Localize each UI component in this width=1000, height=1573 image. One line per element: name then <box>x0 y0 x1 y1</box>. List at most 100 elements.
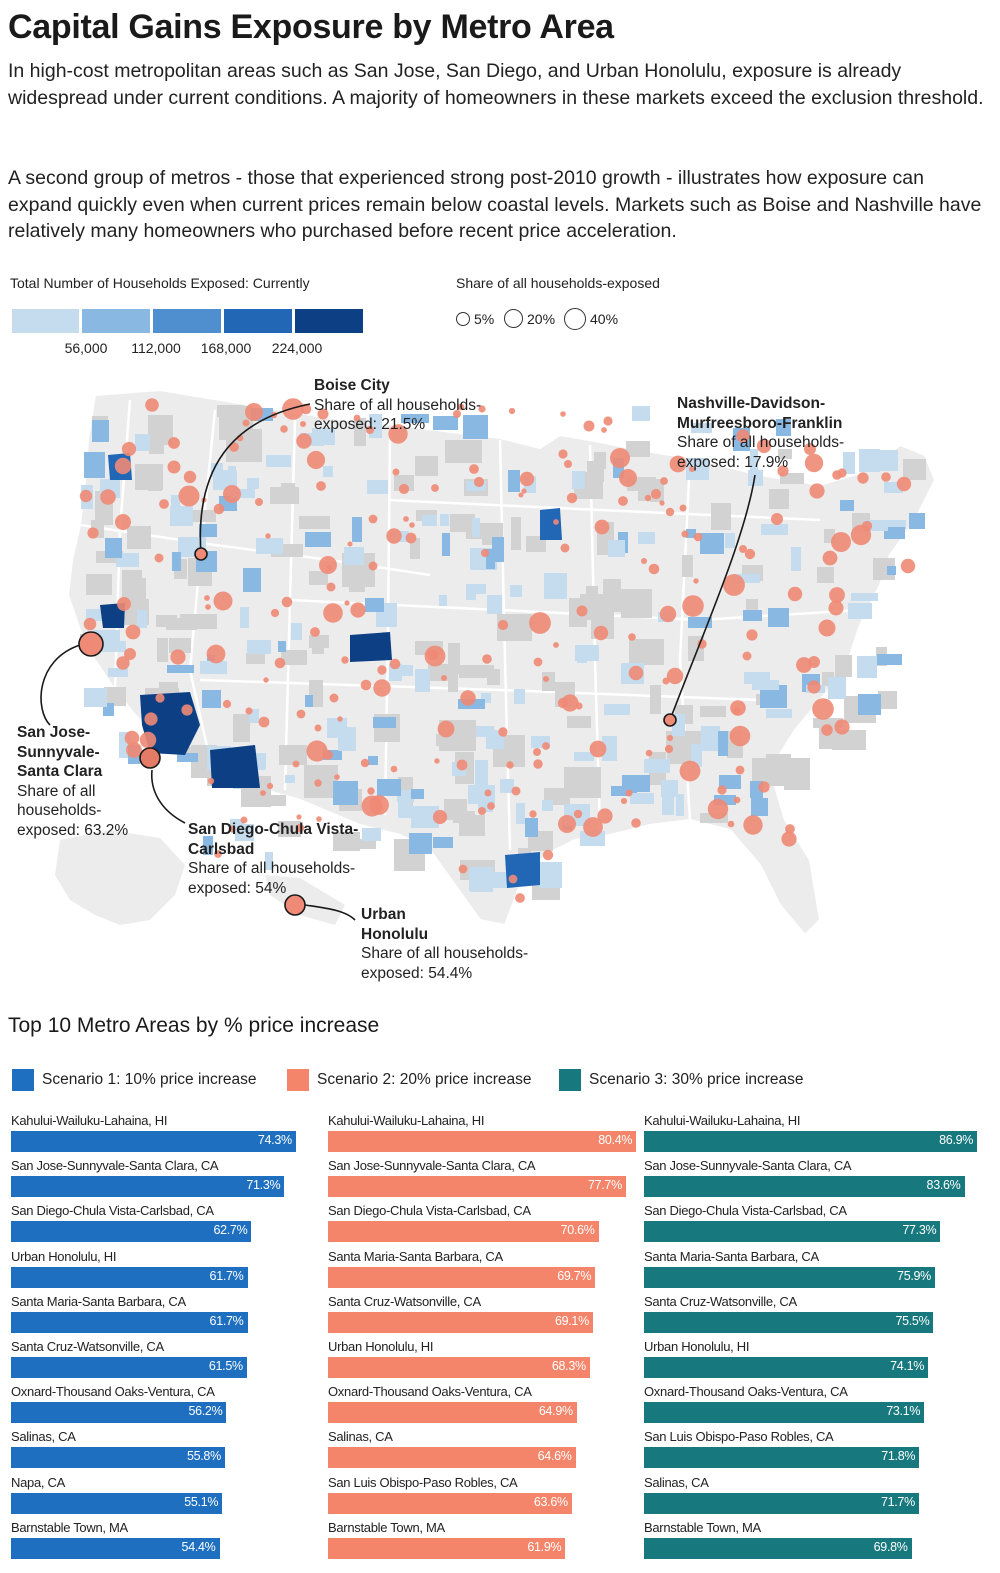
bar-value-label: 61.7% <box>209 1268 244 1283</box>
bar-chart-scenario-1: Kahului-Wailuku-Lahaina, HI 74.3% San Jose… <box>8 1113 353 1565</box>
bar-category-label: Santa Maria-Santa Barbara, CA <box>11 1293 186 1309</box>
metro-bubble <box>167 460 181 474</box>
bar-row: Napa, CA 55.1% <box>8 1475 353 1520</box>
county-patch <box>415 669 430 692</box>
marker-nashville <box>663 713 677 727</box>
bar: 54.4% <box>11 1537 220 1559</box>
county-patch <box>878 691 897 709</box>
bar: 71.7% <box>644 1492 919 1514</box>
metro-bubble <box>207 777 215 785</box>
county-patch <box>725 533 735 548</box>
county-patch <box>203 836 213 855</box>
county-patch <box>851 593 878 601</box>
metro-bubble <box>666 667 684 685</box>
county-patch <box>362 828 381 841</box>
metro-bubble <box>744 548 756 560</box>
metro-bubble <box>296 814 302 820</box>
metro-bubble <box>736 429 750 443</box>
metro-bubble <box>255 498 263 506</box>
bar-value-label: 55.8% <box>186 1449 221 1464</box>
metro-bubble <box>735 765 745 775</box>
bar-row: Urban Honolulu, HI 68.3% <box>325 1339 670 1384</box>
metro-bubble <box>583 817 603 837</box>
marker-honolulu <box>284 894 306 916</box>
bar-value-label: 77.3% <box>902 1223 937 1238</box>
metro-bubble <box>296 433 312 449</box>
county-patch <box>281 483 295 497</box>
county-patch <box>102 641 126 652</box>
county-patch <box>466 523 498 539</box>
county-patch <box>700 706 726 717</box>
metro-bubble <box>139 731 157 749</box>
county-patch <box>508 470 520 492</box>
metro-bubble <box>213 503 225 515</box>
metro-bubble <box>821 724 833 736</box>
legend-scenario-3: Scenario 3: 30% price increase <box>559 1069 804 1091</box>
metro-region-sf <box>100 603 125 628</box>
metro-bubble <box>529 612 551 634</box>
county-patch <box>701 726 720 751</box>
metro-bubble <box>730 700 746 716</box>
metro-region-phoenix <box>210 745 260 788</box>
annotation-leaders <box>40 403 756 921</box>
bar-value-label: 73.1% <box>886 1404 921 1419</box>
county-patch <box>761 524 788 535</box>
county-patch <box>309 571 328 585</box>
county-patch <box>285 775 295 783</box>
county-patch <box>848 603 872 619</box>
metro-bubble <box>561 694 579 712</box>
county-patch <box>199 524 217 537</box>
bar: 61.5% <box>11 1356 247 1378</box>
metro-bubble <box>115 514 131 530</box>
metro-bubble <box>365 425 375 435</box>
metro-bubble <box>168 437 180 449</box>
county-patch <box>586 586 598 599</box>
metro-bubble <box>245 707 253 715</box>
county-patch <box>711 503 731 530</box>
legend-label: Scenario 1: 10% price increase <box>42 1071 257 1088</box>
bar: 75.5% <box>644 1311 934 1333</box>
metro-bubble <box>360 679 372 691</box>
metro-bubble <box>229 442 239 452</box>
county-patch <box>84 688 107 707</box>
metro-bubble <box>323 603 343 623</box>
metro-bubble <box>427 649 439 661</box>
county-patch <box>411 789 424 799</box>
metro-bubble <box>804 443 816 455</box>
metro-bubble <box>460 690 476 706</box>
county-patch <box>211 463 223 477</box>
metro-bubble <box>478 405 486 413</box>
metro-bubble <box>645 749 653 757</box>
legend-swatch <box>559 1069 581 1091</box>
metro-bubble <box>601 427 607 433</box>
metro-bubble <box>576 605 588 617</box>
color-scale-step-3 <box>153 309 221 333</box>
county-patch <box>682 555 693 577</box>
metro-bubble <box>758 781 770 793</box>
bar: 68.3% <box>328 1356 590 1378</box>
county-patch <box>249 709 259 723</box>
color-scale-step-5 <box>295 309 363 333</box>
county-patch <box>339 839 376 849</box>
bar-row: Salinas, CA 55.8% <box>8 1429 353 1474</box>
metro-bubble <box>310 627 320 637</box>
metro-region-minneapolis <box>540 508 562 540</box>
county-patch <box>401 414 429 423</box>
metro-bubble <box>508 874 518 884</box>
county-patch <box>240 607 249 628</box>
bar: 74.3% <box>11 1131 296 1152</box>
metro-bubble <box>533 657 543 667</box>
county-patch <box>373 717 396 728</box>
county-fill-blue <box>81 406 925 892</box>
county-patch <box>472 518 480 537</box>
metro-bubble <box>360 758 370 768</box>
annotation-name: Urban Honolulu <box>361 906 429 943</box>
metro-bubble <box>785 824 795 834</box>
metro-bubble <box>456 759 468 771</box>
metro-bubble <box>170 649 186 665</box>
legend-scenario-1: Scenario 1: 10% price increase <box>12 1069 257 1091</box>
bar-value-label: 69.1% <box>554 1313 589 1328</box>
county-patch <box>843 452 855 474</box>
metro-bubble <box>644 494 652 502</box>
county-patch <box>629 639 664 665</box>
